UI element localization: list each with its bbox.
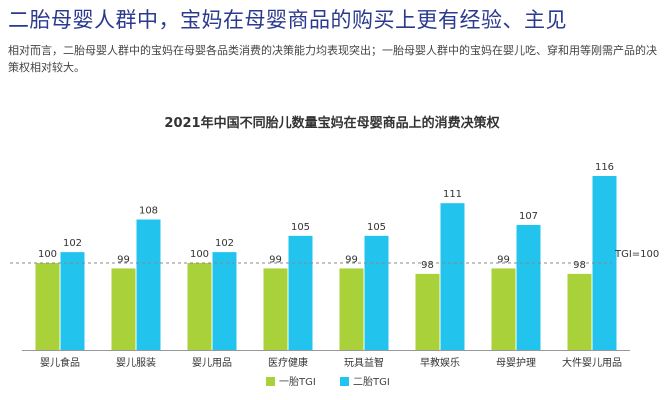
value-label-s1-7: 98 — [573, 260, 586, 271]
value-label-s2-0: 102 — [63, 238, 82, 249]
value-label-s1-5: 98 — [421, 260, 434, 271]
value-label-s2-5: 111 — [443, 189, 462, 200]
value-label-s1-1: 99 — [117, 254, 130, 265]
bar-s2-0 — [60, 252, 85, 350]
category-label-4: 玩具益智 — [344, 356, 384, 369]
value-label-s1-4: 99 — [345, 254, 358, 265]
category-label-3: 医疗健康 — [268, 356, 308, 369]
bar-s2-4 — [364, 235, 389, 350]
legend-swatch-s1 — [266, 377, 275, 386]
bar-s2-2 — [212, 252, 237, 350]
chart-title: 2021年中国不同胎儿数量宝妈在母婴商品上的消费决策权 — [164, 116, 500, 131]
value-label-s2-7: 116 — [595, 162, 614, 173]
legend-label-s2: 二胎TGI — [353, 375, 390, 388]
bar-s1-6 — [491, 268, 516, 350]
value-label-s2-3: 105 — [291, 222, 310, 233]
category-label-0: 婴儿食品 — [40, 356, 80, 369]
value-label-s1-3: 99 — [269, 254, 282, 265]
value-label-s2-4: 105 — [367, 222, 386, 233]
bar-s2-6 — [516, 224, 541, 350]
value-label-s2-6: 107 — [519, 211, 538, 222]
value-label-s2-2: 102 — [215, 238, 234, 249]
bar-s1-4 — [339, 268, 364, 350]
bar-s1-7 — [567, 273, 592, 350]
legend-label-s1: 一胎TGI — [279, 375, 316, 388]
bar-s2-1 — [136, 219, 161, 350]
bar-s1-2 — [187, 263, 212, 350]
category-label-1: 婴儿服装 — [116, 356, 156, 369]
category-label-6: 母婴护理 — [496, 356, 536, 369]
bar-s2-5 — [440, 203, 465, 350]
value-label-s1-2: 100 — [190, 249, 209, 260]
value-label-s2-1: 108 — [139, 206, 158, 217]
legend-swatch-s2 — [340, 377, 349, 386]
value-label-s1-0: 100 — [38, 249, 57, 260]
value-label-s1-6: 99 — [497, 254, 510, 265]
bar-s1-1 — [111, 268, 136, 350]
bar-s1-3 — [263, 268, 288, 350]
bar-s1-0 — [35, 263, 60, 350]
bar-s1-5 — [415, 273, 440, 350]
page-description: 相对而言，二胎母婴人群中的宝妈在母婴各品类消费的决策能力均表现突出；一胎母婴人群… — [8, 44, 657, 74]
bar-s2-3 — [288, 235, 313, 350]
page-headline: 二胎母婴人群中，宝妈在母婴商品的购买上更有经验、主见 — [8, 8, 567, 32]
category-label-7: 大件婴儿用品 — [562, 356, 622, 369]
reference-line-label: TGI=100 — [614, 249, 659, 260]
category-label-5: 早教娱乐 — [420, 356, 460, 369]
category-label-2: 婴儿用品 — [192, 357, 232, 369]
